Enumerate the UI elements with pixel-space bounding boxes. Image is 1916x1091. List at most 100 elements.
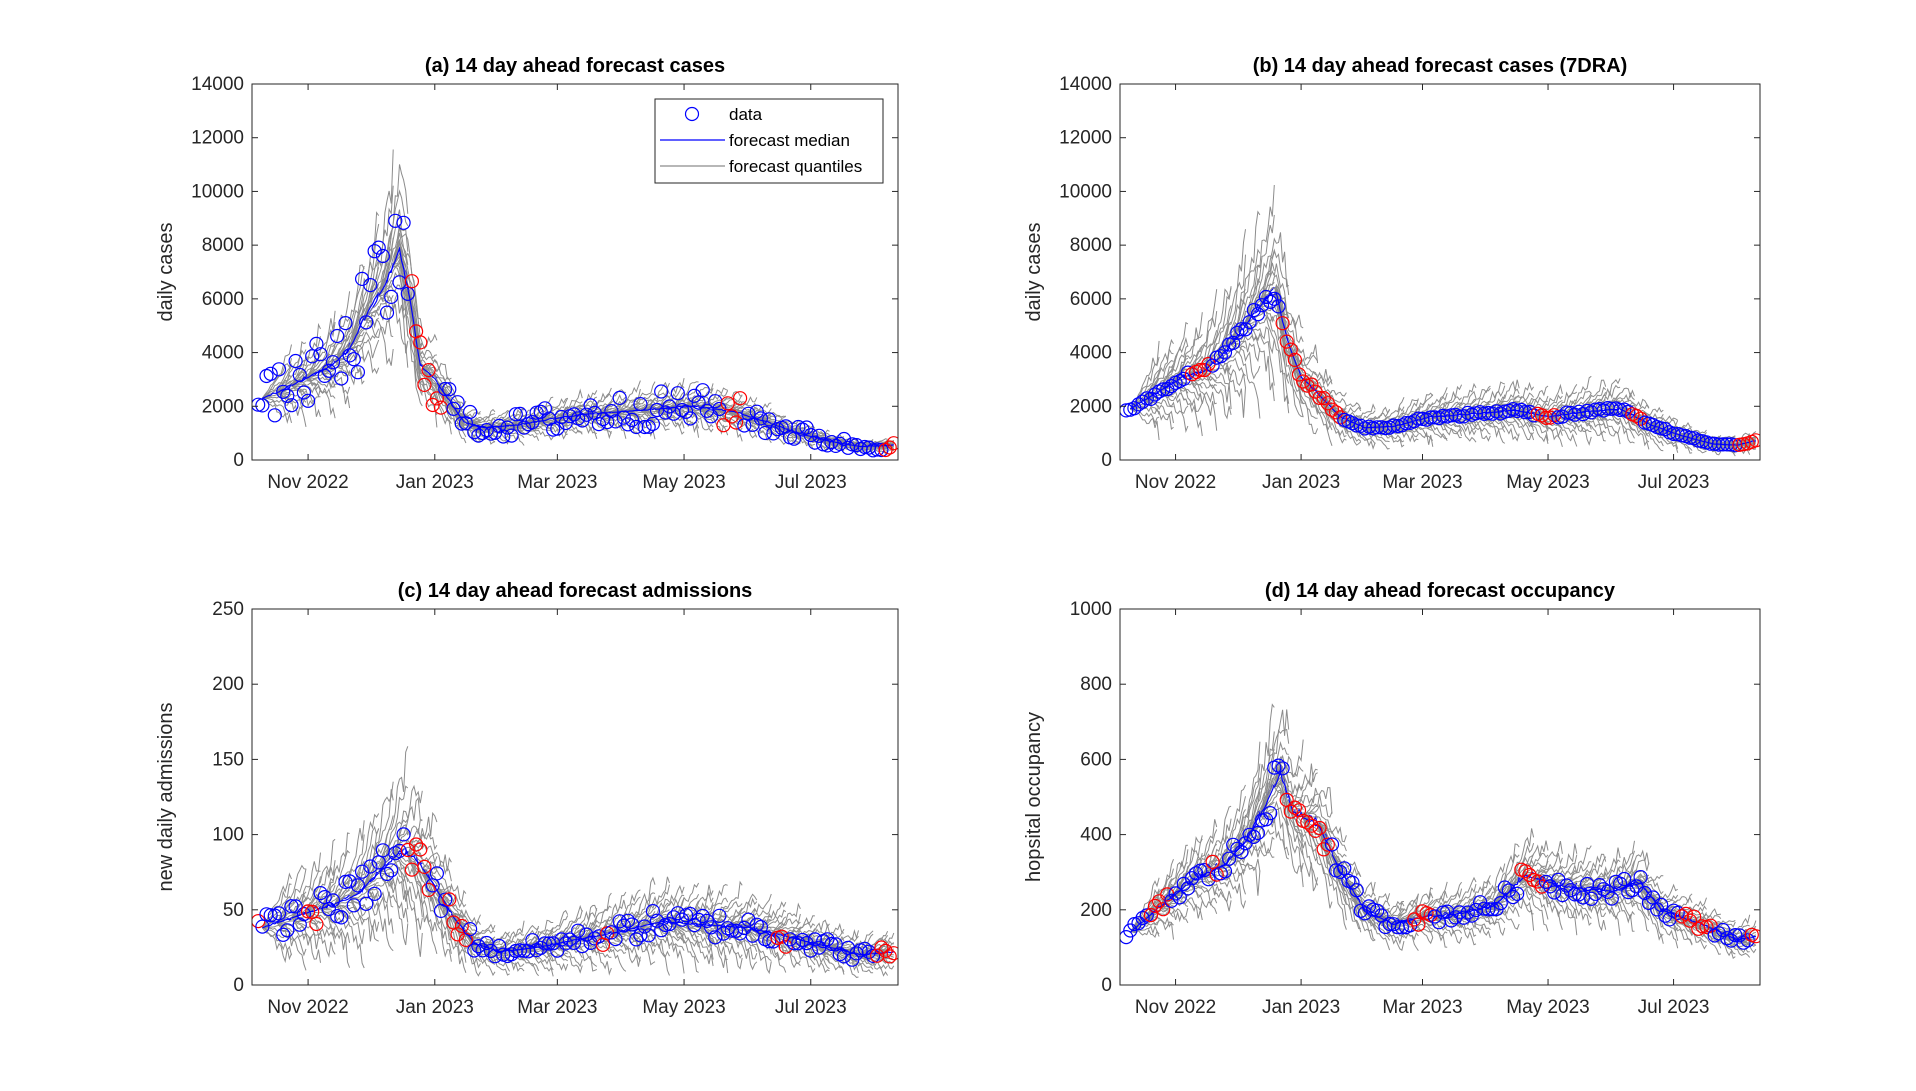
chart-title: (d) 14 day ahead forecast occupancy [1265, 580, 1616, 602]
data-point [355, 864, 370, 879]
data-point [1246, 829, 1261, 845]
forecast-quantile-line [364, 879, 394, 890]
forecast-quantile-line [538, 930, 569, 948]
forecast-quantile-line [523, 423, 554, 432]
data-point [292, 917, 307, 932]
x-tick-label: May 2023 [642, 472, 725, 493]
forecast-quantile-line [349, 897, 380, 916]
data-point [612, 390, 627, 405]
data-point [720, 396, 735, 411]
data-point [255, 398, 270, 413]
x-tick-label: Jan 2023 [1262, 997, 1340, 1018]
forecast-quantile-line [422, 867, 452, 890]
forecast-quantile-line [334, 820, 365, 904]
forecast-quantile-line [596, 899, 627, 937]
forecast-quantile-line [1590, 888, 1621, 921]
data-point [1604, 891, 1619, 906]
data-point [1736, 935, 1751, 950]
forecast-quantile-line [422, 363, 452, 385]
data-point [1147, 898, 1163, 914]
forecast-quantile-line [1331, 406, 1362, 413]
data-point [252, 397, 266, 412]
forecast-quantile-line [1576, 412, 1607, 436]
data-point [1612, 402, 1628, 418]
forecast-quantile-line [1360, 903, 1390, 918]
data-point [1637, 885, 1652, 901]
y-tick-label: 600 [1080, 749, 1112, 770]
data-point [1324, 402, 1340, 417]
forecast-quantile-line [1504, 381, 1535, 412]
legend-quantiles-label: forecast quantiles [729, 157, 862, 176]
forecast-quantile-line [1619, 849, 1650, 890]
forecast-quantile-line [523, 423, 554, 441]
axes-frame [1119, 83, 1761, 461]
forecast-quantile-line [363, 149, 394, 321]
data-point [1448, 910, 1463, 925]
forecast-quantile-line [538, 421, 568, 440]
forecast-quantile-line [465, 408, 496, 424]
forecast-quantile-line [1130, 928, 1160, 939]
x-tick-label: May 2023 [1506, 472, 1589, 493]
data-point [1304, 818, 1319, 833]
y-tick-label: 10000 [1059, 181, 1112, 202]
data-point [645, 903, 661, 919]
forecast-quantile-line [1158, 390, 1189, 433]
data-point [1748, 433, 1760, 448]
forecast-quantile-line [1259, 232, 1289, 308]
forecast-quantile-line [494, 950, 525, 967]
forecast-quantile-line [1288, 344, 1318, 376]
forecast-quantile-line [523, 948, 554, 971]
forecast-quantile-line [1187, 884, 1218, 914]
data-point [417, 859, 432, 875]
x-tick-label: Nov 2022 [1135, 997, 1216, 1018]
forecast-quantile-line [698, 406, 728, 428]
forecast-quantile-line [436, 382, 467, 417]
forecast-quantile-line [407, 289, 437, 360]
forecast-quantile-line [582, 938, 612, 976]
data-point [1567, 887, 1582, 902]
forecast-quantile-line [261, 872, 292, 929]
legend: data forecast median forecast quantiles [654, 98, 884, 184]
forecast-quantile-line [1288, 344, 1318, 407]
data-point [1505, 889, 1521, 905]
data-point [1164, 893, 1179, 908]
data-point [296, 906, 311, 922]
data-point [1584, 891, 1599, 906]
forecast-quantile-line [1331, 408, 1362, 442]
forecast-quantile-line [1331, 854, 1361, 930]
data-point [1719, 437, 1735, 452]
forecast-quantile-line [363, 306, 394, 323]
y-tick-label: 10000 [191, 181, 244, 202]
forecast-quantile-line [1389, 909, 1419, 925]
data-point [1530, 874, 1545, 889]
forecast-quantile-line [654, 391, 685, 410]
forecast-quantile-line [407, 288, 438, 351]
forecast-quantile-line [334, 834, 365, 904]
forecast-quantile-line [1288, 344, 1319, 367]
forecast-quantile-line [1533, 877, 1563, 918]
data-point [1201, 872, 1216, 887]
forecast-quantile-line [1288, 799, 1319, 886]
forecast-quantile-line [640, 409, 670, 427]
x-tick-label: Jan 2023 [1262, 472, 1340, 493]
forecast-quantile-line [640, 410, 670, 431]
forecast-quantile-line [625, 410, 656, 417]
data-point [375, 248, 390, 264]
forecast-quantile-line [611, 380, 641, 413]
y-tick-label: 14000 [191, 74, 244, 95]
forecast-quantile-line [1317, 820, 1347, 843]
forecast-quantile-line [1504, 410, 1535, 432]
data-point [1275, 761, 1290, 776]
x-tick-label: Jan 2023 [396, 997, 474, 1018]
forecast-quantile-line [698, 884, 728, 925]
forecast-quantile-line [422, 367, 452, 397]
y-tick-label: 0 [233, 450, 244, 471]
data-point [633, 397, 648, 412]
forecast-quantile-line [741, 893, 772, 928]
data-point [1542, 410, 1558, 425]
chart-panel-3: 0 50 100 150 200 250 Nov 2022 Jan 2023 Mar 2023 M… [155, 580, 899, 1018]
data-point [1143, 907, 1159, 923]
data-point [861, 944, 877, 959]
forecast-quantile-line [1130, 405, 1160, 415]
forecast-quantile-line [552, 924, 583, 945]
